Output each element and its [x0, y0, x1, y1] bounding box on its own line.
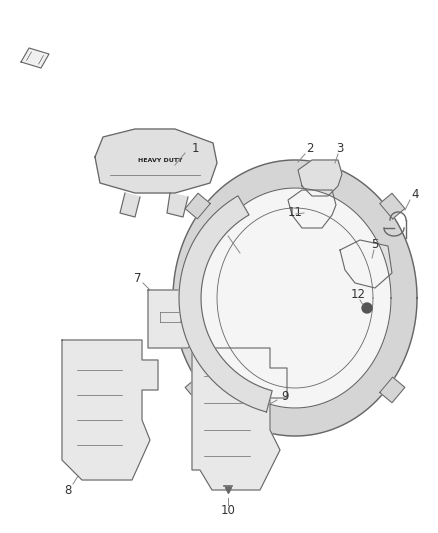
Text: 2: 2 — [306, 141, 314, 155]
Text: 6: 6 — [218, 223, 226, 237]
Circle shape — [362, 303, 372, 313]
Polygon shape — [179, 196, 272, 412]
Polygon shape — [185, 377, 210, 403]
Text: 12: 12 — [350, 288, 365, 302]
Text: 11: 11 — [287, 206, 303, 219]
Polygon shape — [380, 193, 405, 219]
Text: 9: 9 — [281, 391, 289, 403]
Polygon shape — [192, 348, 287, 490]
Polygon shape — [288, 190, 336, 228]
Text: 5: 5 — [371, 238, 379, 252]
Polygon shape — [167, 193, 188, 217]
Text: 1: 1 — [191, 141, 199, 155]
Text: 4: 4 — [411, 189, 419, 201]
Polygon shape — [120, 193, 140, 217]
Polygon shape — [199, 188, 391, 408]
Text: 3: 3 — [336, 141, 344, 155]
Text: 7: 7 — [134, 271, 142, 285]
Polygon shape — [185, 193, 210, 219]
Polygon shape — [340, 240, 392, 288]
Polygon shape — [95, 129, 217, 193]
Polygon shape — [21, 48, 49, 68]
Polygon shape — [62, 340, 158, 480]
Polygon shape — [148, 290, 196, 348]
Text: 8: 8 — [64, 483, 72, 497]
Polygon shape — [173, 160, 417, 436]
Polygon shape — [298, 160, 342, 196]
Text: HEAVY DUTY: HEAVY DUTY — [138, 157, 182, 163]
Text: 10: 10 — [221, 504, 236, 516]
Polygon shape — [380, 377, 405, 403]
